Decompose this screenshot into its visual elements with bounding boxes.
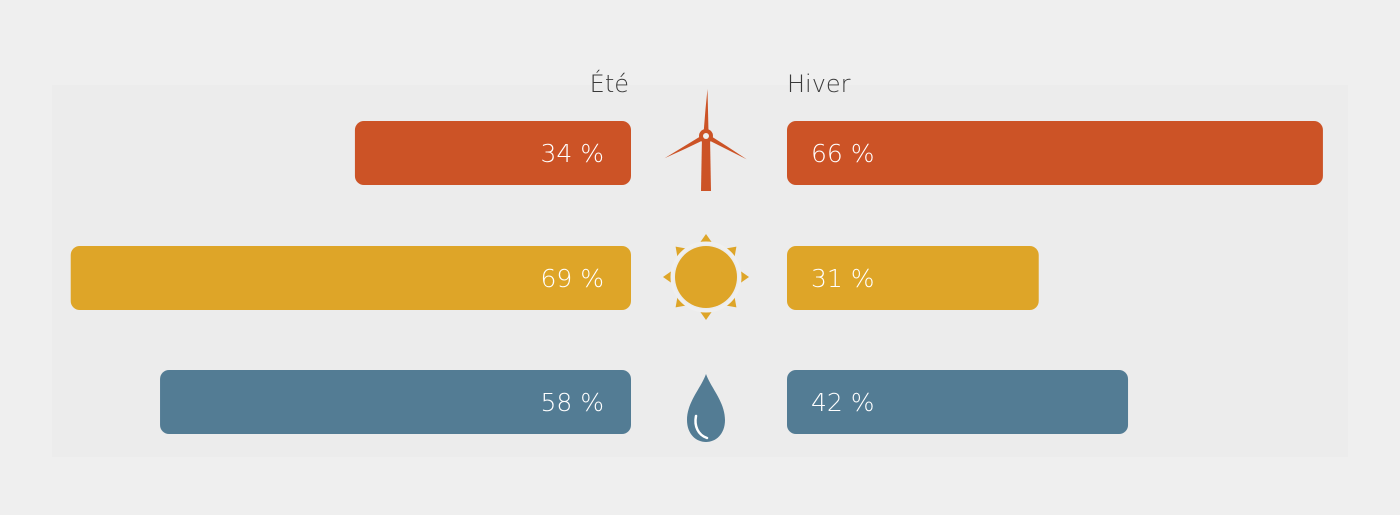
- bar-winter-wind: [787, 121, 1323, 185]
- bar-label-summer-wind: 34 %: [540, 139, 604, 168]
- bar-label-summer-water: 58 %: [540, 388, 604, 417]
- summer-header: Été: [590, 69, 629, 98]
- bar-summer-water: [160, 370, 632, 434]
- bar-winter-sun: [787, 246, 1039, 310]
- sun-icon: [663, 234, 749, 320]
- bar-label-winter-sun: 31 %: [811, 264, 875, 293]
- bar-label-winter-wind: 66 %: [811, 139, 875, 168]
- bar-label-summer-sun: 69 %: [540, 264, 604, 293]
- winter-header: Hiver: [787, 70, 851, 98]
- bar-summer-sun: [70, 246, 632, 310]
- bar-winter-water: [787, 370, 1129, 434]
- bar-summer-wind: [354, 121, 631, 185]
- bar-label-winter-water: 42 %: [811, 388, 875, 417]
- water-drop-icon: [687, 374, 725, 442]
- wind-turbine-icon: [664, 89, 747, 191]
